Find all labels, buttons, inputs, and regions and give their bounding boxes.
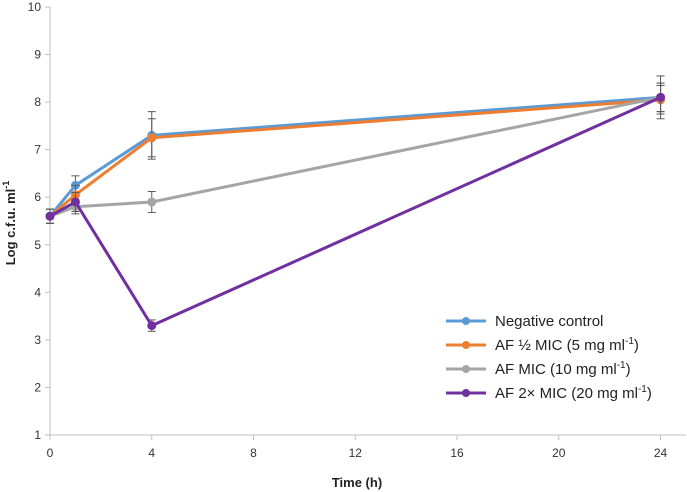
legend-label: AF ½ MIC (5 mg ml-1) <box>495 336 639 354</box>
legend-item-1: Negative control <box>446 313 603 330</box>
y-tick-label: 6 <box>34 190 41 204</box>
x-tick-label: 16 <box>450 446 464 460</box>
series-line <box>48 95 663 218</box>
legend-label-suffix: ) <box>634 337 639 354</box>
series-line <box>48 98 663 218</box>
series-line <box>48 95 663 218</box>
legend-swatch-marker <box>462 365 470 373</box>
series-line <box>48 95 663 328</box>
legend-label: AF 2× MIC (20 mg ml-1) <box>495 384 652 402</box>
legend-label-text: AF MIC (10 mg ml <box>495 361 617 378</box>
legend-label-superscript: -1 <box>617 360 626 371</box>
y-axis-title-main: Log c.f.u. ml <box>3 189 18 266</box>
series-layer <box>45 75 666 332</box>
y-tick-label: 10 <box>28 0 42 14</box>
x-tick-label: 12 <box>349 446 363 460</box>
x-tick-label: 0 <box>47 446 54 460</box>
data-point <box>70 197 80 207</box>
y-tick-label: 2 <box>34 380 41 394</box>
data-point <box>147 197 157 207</box>
legend-label: Negative control <box>495 313 603 330</box>
legend-swatch-marker <box>462 389 470 397</box>
x-tick-label: 20 <box>552 446 566 460</box>
y-tick-label: 3 <box>34 333 41 347</box>
y-tick-label: 5 <box>34 238 41 252</box>
series-4 <box>45 82 666 332</box>
legend-label: AF MIC (10 mg ml-1) <box>495 360 631 378</box>
legend-item-3: AF MIC (10 mg ml-1) <box>446 360 631 378</box>
legend-label-suffix: ) <box>626 361 631 378</box>
data-point <box>147 321 157 331</box>
x-tick-label: 24 <box>654 446 668 460</box>
series-3 <box>45 75 666 224</box>
legend-item-4: AF 2× MIC (20 mg ml-1) <box>446 384 652 402</box>
y-tick-label: 7 <box>34 143 41 157</box>
legend-label-superscript: -1 <box>638 384 647 395</box>
legend-label-text: Negative control <box>495 313 603 330</box>
y-axis-title: Log c.f.u. ml-1 <box>1 181 18 266</box>
data-point <box>147 133 157 143</box>
y-tick-label: 1 <box>34 428 41 442</box>
y-tick-label: 4 <box>34 285 41 299</box>
y-axis-title-superscript: -1 <box>1 181 11 189</box>
y-tick-label: 9 <box>34 48 41 62</box>
y-tick-label: 8 <box>34 95 41 109</box>
x-tick-label: 8 <box>250 446 257 460</box>
legend-swatch-marker <box>462 317 470 325</box>
data-point <box>45 211 55 221</box>
legend-label-superscript: -1 <box>625 336 634 347</box>
legend-item-2: AF ½ MIC (5 mg ml-1) <box>446 336 639 354</box>
legend-swatch-marker <box>462 341 470 349</box>
x-tick-label: 4 <box>148 446 155 460</box>
legend-label-suffix: ) <box>647 385 652 402</box>
data-point <box>656 92 666 102</box>
x-axis-title: Time (h) <box>332 475 382 490</box>
legend-label-text: AF ½ MIC (5 mg ml <box>495 337 625 354</box>
legend-label-text: AF 2× MIC (20 mg ml <box>495 385 638 402</box>
